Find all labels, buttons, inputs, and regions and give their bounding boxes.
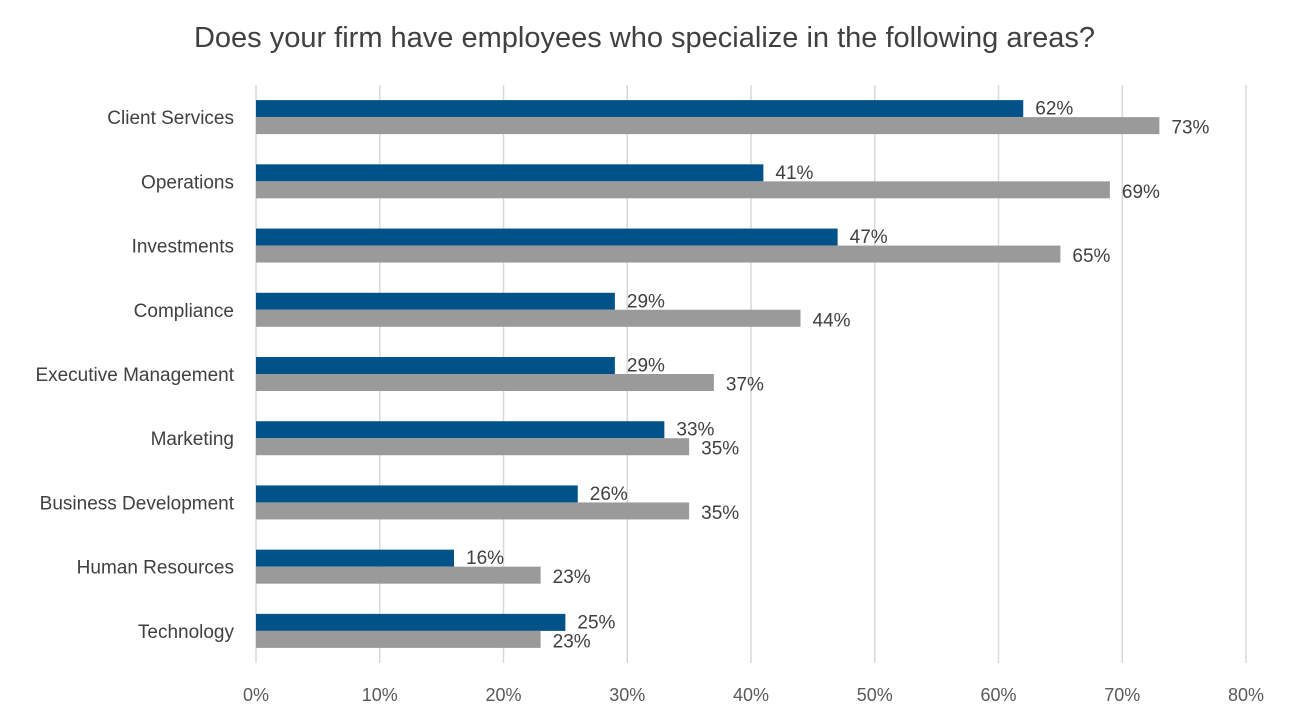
category-label: Technology [138, 622, 235, 643]
bar [256, 309, 801, 327]
data-label: 23% [553, 567, 591, 588]
bar [256, 613, 566, 631]
data-label: 37% [726, 375, 764, 396]
data-label: 41% [775, 163, 813, 184]
chart-title: Does your firm have employees who specia… [193, 22, 1096, 54]
bar [256, 630, 541, 648]
category-label: Human Resources [77, 558, 234, 579]
category-label: Marketing [151, 429, 234, 450]
bar [256, 164, 764, 182]
bar [256, 374, 714, 391]
bar [256, 421, 665, 439]
category-label: Operations [141, 172, 234, 193]
bar [256, 100, 1024, 118]
category-label: Compliance [134, 301, 234, 322]
bar [256, 485, 578, 503]
data-label: 35% [701, 439, 739, 460]
x-tick-label: 50% [857, 685, 893, 705]
x-tick-label: 80% [1228, 685, 1264, 705]
data-label: 23% [553, 631, 591, 652]
data-label: 25% [577, 612, 615, 633]
category-labels: Client Services Operations Investments Comp… [35, 108, 234, 643]
data-label: 29% [627, 291, 665, 312]
data-label: 47% [850, 227, 888, 248]
data-label: 16% [466, 548, 504, 569]
category-label: Client Services [107, 108, 234, 129]
bar [256, 245, 1061, 263]
x-tick-label: 0% [243, 685, 269, 705]
data-label: 65% [1072, 246, 1110, 267]
data-label: 44% [813, 310, 851, 331]
x-tick-label: 40% [733, 685, 769, 705]
x-tick-label: 60% [980, 685, 1016, 705]
bar [256, 292, 615, 310]
x-tick-label: 20% [485, 685, 521, 705]
data-label: 26% [590, 484, 628, 505]
bar [256, 357, 615, 374]
data-label: 33% [676, 420, 714, 441]
bars [256, 100, 1160, 648]
data-label: 69% [1122, 182, 1160, 203]
x-tick-label: 10% [362, 685, 398, 705]
data-label: 35% [701, 503, 739, 524]
bar [256, 438, 690, 456]
bar [256, 228, 838, 246]
data-label: 73% [1171, 118, 1209, 139]
bar [256, 549, 454, 567]
x-tick-label: 70% [1104, 685, 1140, 705]
bar [256, 181, 1110, 199]
category-label: Investments [132, 237, 234, 258]
bar [256, 566, 541, 584]
category-label: Business Development [40, 493, 235, 514]
data-label: 62% [1035, 99, 1073, 120]
x-tick-label: 30% [609, 685, 645, 705]
data-label: 29% [627, 356, 665, 377]
bar [256, 502, 690, 520]
category-label: Executive Management [35, 365, 234, 386]
x-axis-tick-labels: 0% 10% 20% 30% 40% 50% 60% 70% 80% [243, 685, 1264, 705]
bar [256, 117, 1160, 135]
data-labels: 62%73%41%69%47%65%29%44%29%37%33%35%26%3… [466, 99, 1210, 653]
